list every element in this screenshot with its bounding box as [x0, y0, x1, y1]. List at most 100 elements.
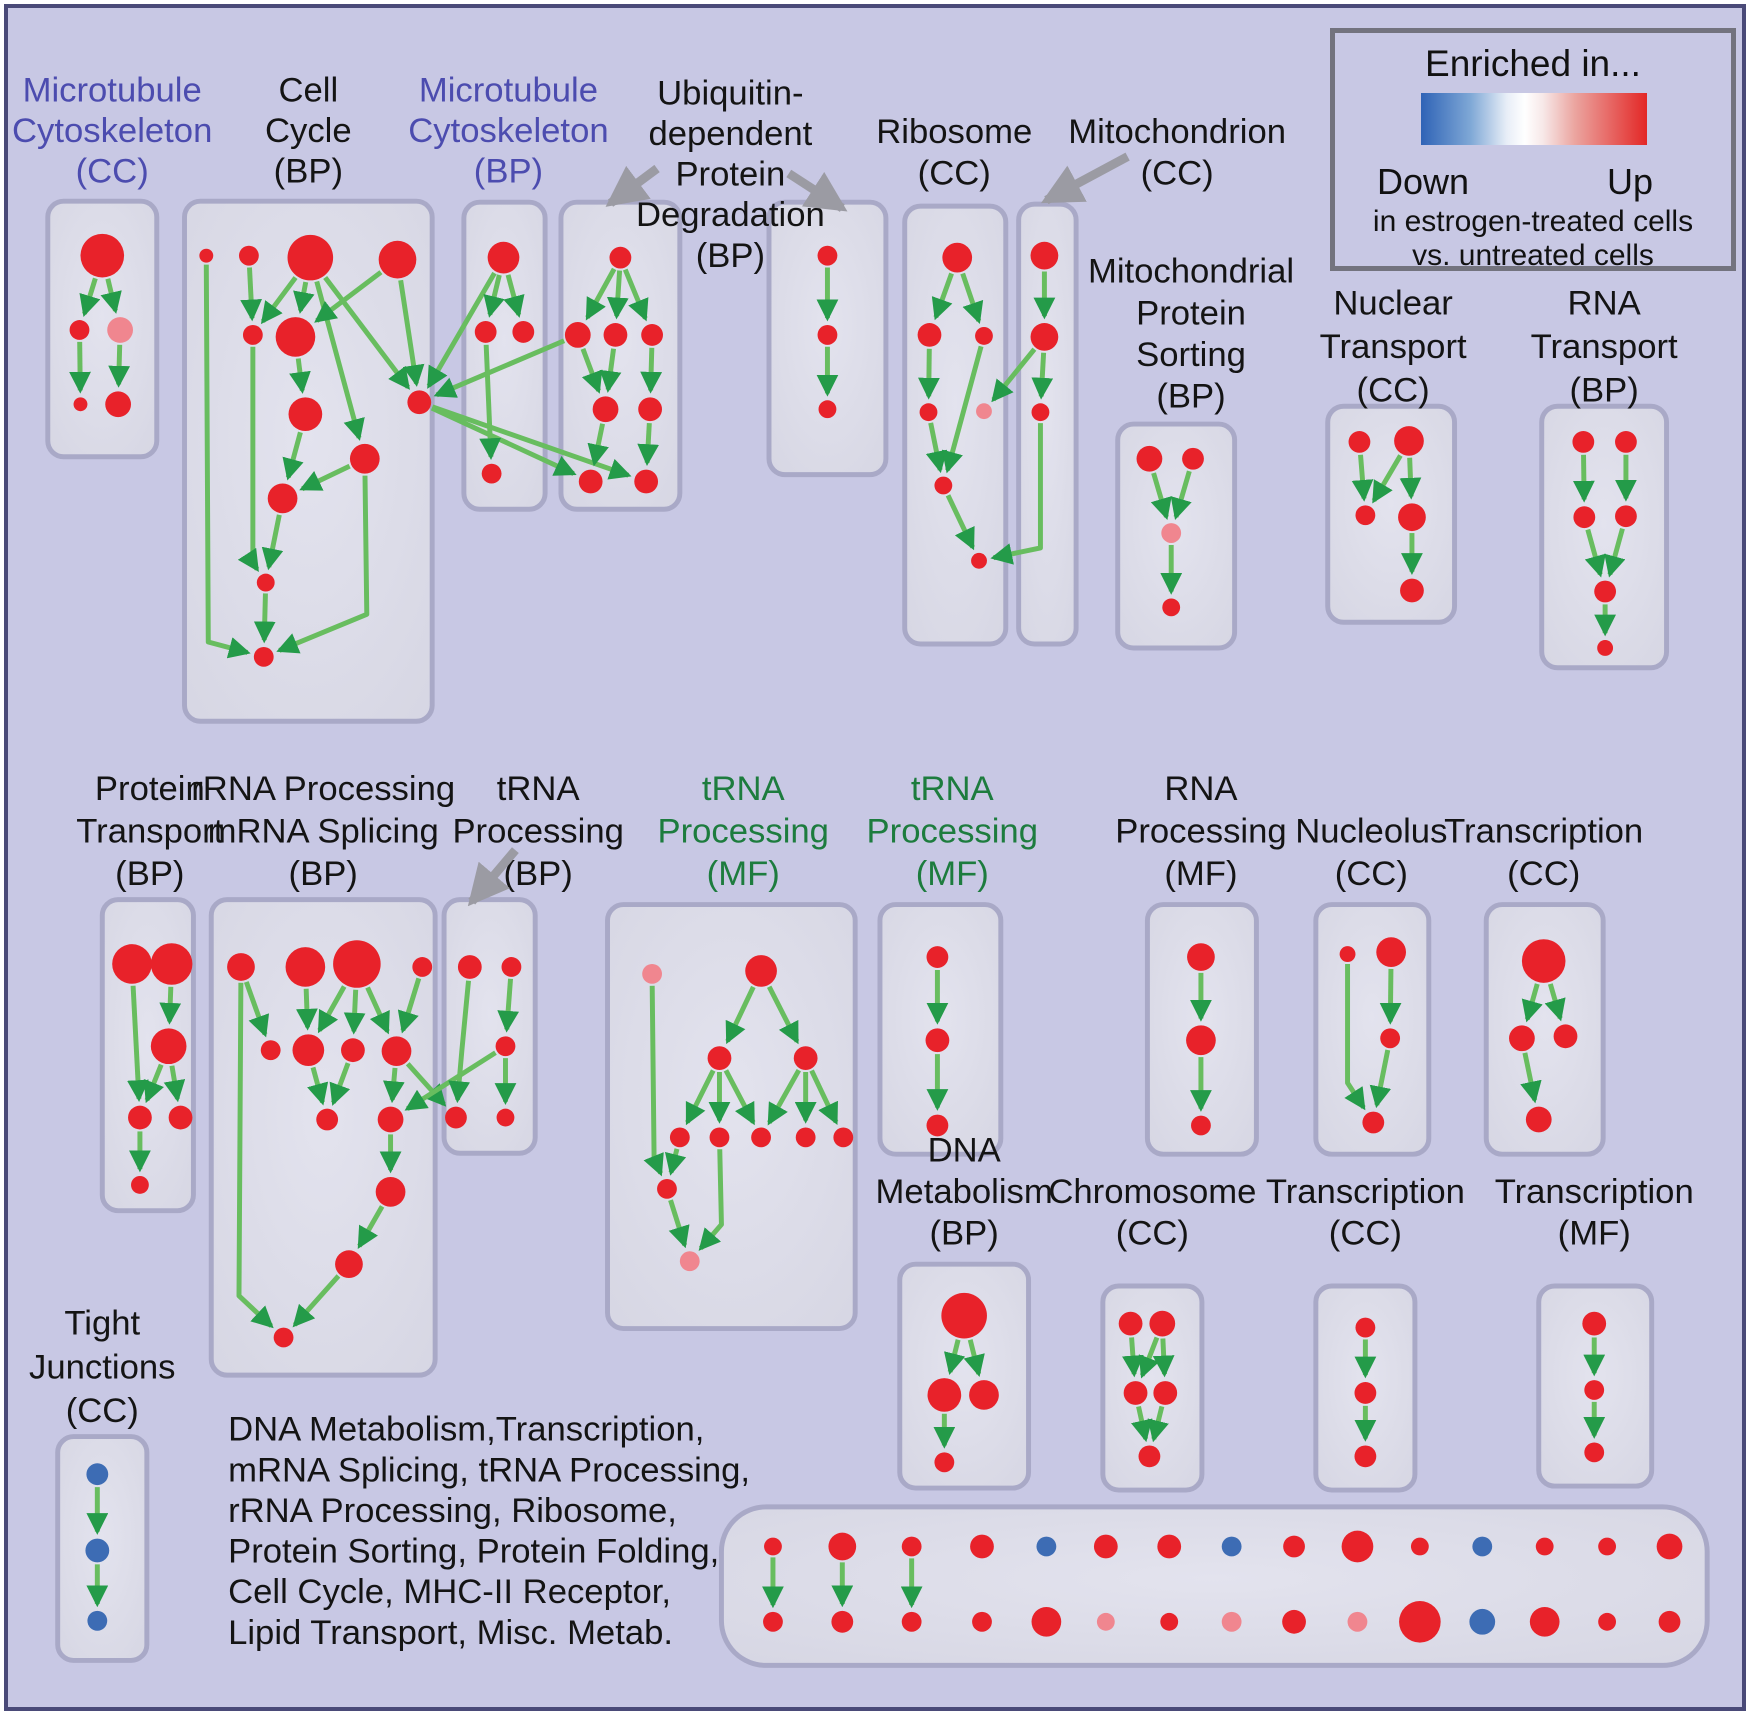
box-rna-transport — [1539, 403, 1670, 671]
node-j1 — [1572, 431, 1595, 453]
edge-d6-d8 — [637, 422, 660, 466]
node-nx — [657, 1178, 677, 1199]
node-d5 — [592, 396, 619, 423]
node-w9b — [1282, 1609, 1306, 1634]
label-trna-mf-1-line-1: Processing — [658, 812, 829, 850]
box-nuclear-transport — [1325, 403, 1458, 625]
edge-nx-ny — [668, 1199, 690, 1249]
node-t1 — [1118, 1311, 1143, 1336]
label-mito-sorting-line-3: (BP) — [1156, 377, 1225, 415]
edge-j4-j5 — [1604, 527, 1626, 578]
node-w12t — [1472, 1536, 1493, 1557]
node-s2 — [927, 1378, 962, 1412]
go-term-labels: MicrotubuleCytoskeleton(CC)CellCycle(BP)… — [12, 71, 1694, 1651]
legend-up-label: Up — [1606, 161, 1653, 202]
edge-b1-b11 — [203, 264, 251, 659]
edge-b12-d7 — [430, 405, 577, 476]
node-r3 — [1553, 1024, 1578, 1049]
node-nb4 — [795, 1127, 816, 1148]
node-w14t — [1598, 1537, 1617, 1556]
edge-r1-r3 — [1544, 983, 1566, 1022]
network-edges — [69, 264, 1637, 1609]
node-r1 — [1521, 939, 1566, 983]
edge-b4-b6 — [314, 270, 383, 323]
node-q1 — [1339, 946, 1356, 963]
node-w9t — [1283, 1535, 1305, 1558]
node-f7 — [971, 552, 987, 569]
node-e2 — [817, 325, 838, 345]
node-w13t — [1535, 1537, 1554, 1556]
node-k1 — [112, 944, 152, 984]
label-rna-transport-line-2: (BP) — [1569, 372, 1638, 410]
annotation-arrow-2 — [786, 169, 848, 212]
node-e1 — [817, 245, 838, 266]
node-w8t — [1221, 1536, 1242, 1557]
label-merged-misc-text-line-0: DNA Metabolism,Transcription, — [228, 1411, 704, 1449]
label-dna-metabolism-line-1: Metabolism — [876, 1173, 1053, 1211]
legend-subtitle-2: vs. untreated cells — [1412, 239, 1654, 272]
node-p3 — [1191, 1115, 1211, 1136]
node-l1 — [227, 953, 255, 981]
node-k2 — [150, 943, 193, 985]
node-l3 — [333, 940, 381, 988]
node-b12 — [407, 390, 432, 415]
edge-b4-b12 — [398, 279, 425, 387]
node-e3 — [818, 400, 837, 419]
label-ubiquitin-line-2: Protein — [675, 156, 785, 194]
node-d7 — [578, 469, 603, 494]
label-chromosome-line-0: Chromosome — [1048, 1173, 1256, 1211]
node-u2 — [1354, 1382, 1377, 1404]
edge-q1-q4 — [1344, 963, 1366, 1111]
node-s1 — [941, 1292, 987, 1339]
figure-canvas: Microtubule Cytoskeleton (CC) Cell Cycle (BP)… — [4, 4, 1746, 1711]
annotation-arrows — [467, 152, 1130, 907]
edge-l8-m4 — [405, 1062, 447, 1107]
node-b5 — [242, 325, 263, 345]
node-b7 — [288, 397, 323, 432]
label-protein-transport-line-0: Protein — [95, 770, 205, 808]
legend: Enriched in... Down Up in estrogen-treat… — [1330, 28, 1736, 272]
node-m1 — [457, 955, 482, 979]
annotation-arrow-4 — [467, 847, 519, 907]
edge-r1-r2 — [1521, 983, 1543, 1023]
node-l8 — [381, 1036, 412, 1067]
label-transcription-cc-line-1: (CC) — [1507, 855, 1580, 893]
node-l11 — [375, 1176, 406, 1207]
edge-nm2-nb5 — [809, 1069, 839, 1126]
node-q2 — [1376, 937, 1406, 967]
edge-nb2-ny — [698, 1149, 724, 1251]
edge-j1-j3 — [1572, 454, 1595, 503]
edge-q3-q4 — [1369, 1049, 1392, 1109]
node-b2 — [238, 245, 259, 266]
label-transcription-cc-line-0: Transcription — [1444, 812, 1643, 850]
legend-subtitle-1: in estrogen-treated cells — [1372, 205, 1694, 238]
node-w4t — [970, 1534, 994, 1559]
edge-i2-i4 — [1399, 457, 1422, 500]
node-u1 — [1355, 1317, 1376, 1338]
edge-b2-b5 — [240, 267, 263, 322]
node-j3 — [1573, 506, 1596, 529]
label-tight-junctions-line-2: (CC) — [66, 1392, 139, 1430]
label-mt-bp-line-0: Microtubule — [419, 71, 598, 109]
label-dna-metabolism-line-2: (BP) — [930, 1215, 999, 1253]
node-h2 — [1182, 447, 1204, 470]
label-nucleolus-line-0: Nucleolus — [1295, 812, 1447, 850]
node-v1 — [1582, 1311, 1607, 1336]
edge-d4-d6 — [640, 347, 663, 394]
node-w13b — [1529, 1606, 1560, 1637]
node-i2 — [1394, 426, 1424, 456]
node-v2 — [1584, 1380, 1605, 1400]
edge-f1-f2 — [931, 272, 954, 321]
edge-r2-r4 — [1520, 1052, 1542, 1104]
label-trna-mf-2-line-1: Processing — [867, 812, 1038, 850]
label-ubiquitin-line-1: dependent — [648, 115, 812, 153]
edge-b10-b11 — [253, 593, 276, 644]
node-l7 — [341, 1038, 365, 1063]
node-f1 — [942, 242, 973, 273]
edge-np-nx — [643, 985, 664, 1177]
edge-l6-l9 — [307, 1066, 329, 1106]
label-cell-cycle-line-2: (BP) — [274, 153, 343, 191]
node-np — [642, 963, 663, 984]
node-l9 — [316, 1108, 339, 1131]
box-nucleolus — [1313, 902, 1432, 1157]
